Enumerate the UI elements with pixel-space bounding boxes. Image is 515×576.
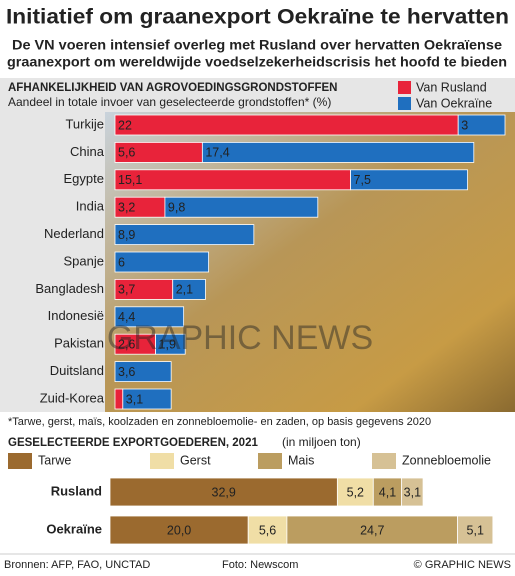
- bar-segment: [247, 515, 288, 545]
- value-label: 4,4: [118, 310, 135, 324]
- value-label: 3,6: [118, 365, 135, 379]
- bar-segment: [114, 306, 185, 328]
- bar-segment: [172, 278, 206, 300]
- value-label: 15,1: [118, 173, 142, 187]
- bar-segment: [286, 515, 459, 545]
- value-label: 1,9: [159, 337, 176, 351]
- value-label: 17,4: [205, 146, 229, 160]
- value-label: 5,6: [259, 523, 276, 537]
- category-label: India: [76, 199, 105, 214]
- legend-label: Zonnebloemolie: [402, 453, 491, 467]
- value-label: 6: [118, 255, 125, 269]
- category-label: China: [70, 144, 105, 159]
- footnote: *Tarwe, gerst, maïs, koolzaden en zonneb…: [8, 416, 431, 428]
- legend-swatch: [398, 81, 411, 94]
- value-label: 3,2: [118, 200, 135, 214]
- bar-segment: [114, 224, 255, 246]
- subtitle: De VN voeren intensief overleg met Rusla…: [12, 38, 503, 53]
- value-label: 3,1: [126, 392, 143, 406]
- category-label: Nederland: [44, 226, 104, 241]
- bar-segment: [114, 251, 209, 273]
- bar-segment: [457, 114, 506, 136]
- value-label: 5,6: [118, 146, 135, 160]
- bar-segment: [336, 477, 374, 507]
- category-label: Pakistan: [54, 336, 104, 351]
- legend-swatch: [8, 453, 32, 469]
- value-label: 8,9: [118, 228, 135, 242]
- bar-segment: [114, 388, 124, 410]
- legend-swatch: [150, 453, 174, 469]
- category-label: Rusland: [51, 483, 102, 498]
- chart-subtitle: (in miljoen ton): [282, 435, 361, 449]
- category-label: Zuid-Korea: [40, 390, 105, 405]
- value-label: 3: [461, 118, 468, 132]
- legend-label: Van Rusland: [416, 80, 487, 94]
- category-label: Egypte: [64, 171, 104, 186]
- chart-title: AFHANKELIJKHEID VAN AGROVOEDINGSGRONDSTO…: [8, 82, 337, 94]
- bar-segment: [457, 515, 494, 545]
- chart-title: GESELECTEERDE EXPORTGOEDEREN, 2021: [8, 437, 258, 449]
- value-label: 22: [118, 118, 132, 132]
- category-label: Spanje: [64, 253, 104, 268]
- value-label: 2,1: [176, 283, 193, 297]
- category-label: Indonesië: [48, 308, 104, 323]
- legend-swatch: [258, 453, 282, 469]
- bar-segment: [201, 141, 475, 163]
- subtitle: graanexport om wereldwijde voedselzekerh…: [7, 55, 507, 70]
- legend-label: Mais: [288, 453, 314, 467]
- bar-segment: [350, 169, 468, 191]
- legend-label: Van Oekraïne: [416, 96, 492, 110]
- bar-segment: [155, 333, 186, 355]
- legend-label: Gerst: [180, 453, 211, 467]
- legend-label: Tarwe: [38, 453, 71, 467]
- value-label: 5,2: [347, 485, 364, 499]
- value-label: 9,8: [168, 200, 185, 214]
- category-label: Duitsland: [50, 363, 104, 378]
- value-label: 3,7: [118, 283, 135, 297]
- value-label: 24,7: [360, 523, 384, 537]
- bar-segment: [114, 169, 351, 191]
- value-label: 2,6: [118, 337, 135, 351]
- watermark: GRAPHIC NEWS: [107, 319, 373, 357]
- sources: Bronnen: AFP, FAO, UNCTAD: [4, 559, 150, 571]
- legend-swatch: [398, 97, 411, 110]
- value-label: 20,0: [167, 523, 191, 537]
- legend-swatch: [372, 453, 396, 469]
- bar-segment: [164, 196, 319, 218]
- copyright: © GRAPHIC NEWS: [414, 559, 511, 571]
- chart-subtitle: Aandeel in totale invoer van geselecteer…: [8, 95, 331, 109]
- category-label: Turkije: [65, 116, 104, 131]
- value-label: 5,1: [467, 523, 484, 537]
- title: Initiatief om graanexport Oekraïne te he…: [6, 6, 509, 29]
- value-label: 4,1: [379, 485, 396, 499]
- category-label: Oekraïne: [46, 521, 102, 536]
- value-label: 32,9: [212, 485, 236, 499]
- value-label: 7,5: [354, 173, 371, 187]
- bar-segment: [109, 515, 249, 545]
- bar-segment: [122, 388, 172, 410]
- bar-segment: [401, 477, 424, 507]
- value-label: 3,1: [404, 485, 421, 499]
- category-label: Bangladesh: [35, 281, 104, 296]
- photo-credit: Foto: Newscom: [222, 559, 298, 571]
- bar-segment: [372, 477, 403, 507]
- bar-segment: [114, 361, 172, 383]
- bar-segment: [114, 114, 459, 136]
